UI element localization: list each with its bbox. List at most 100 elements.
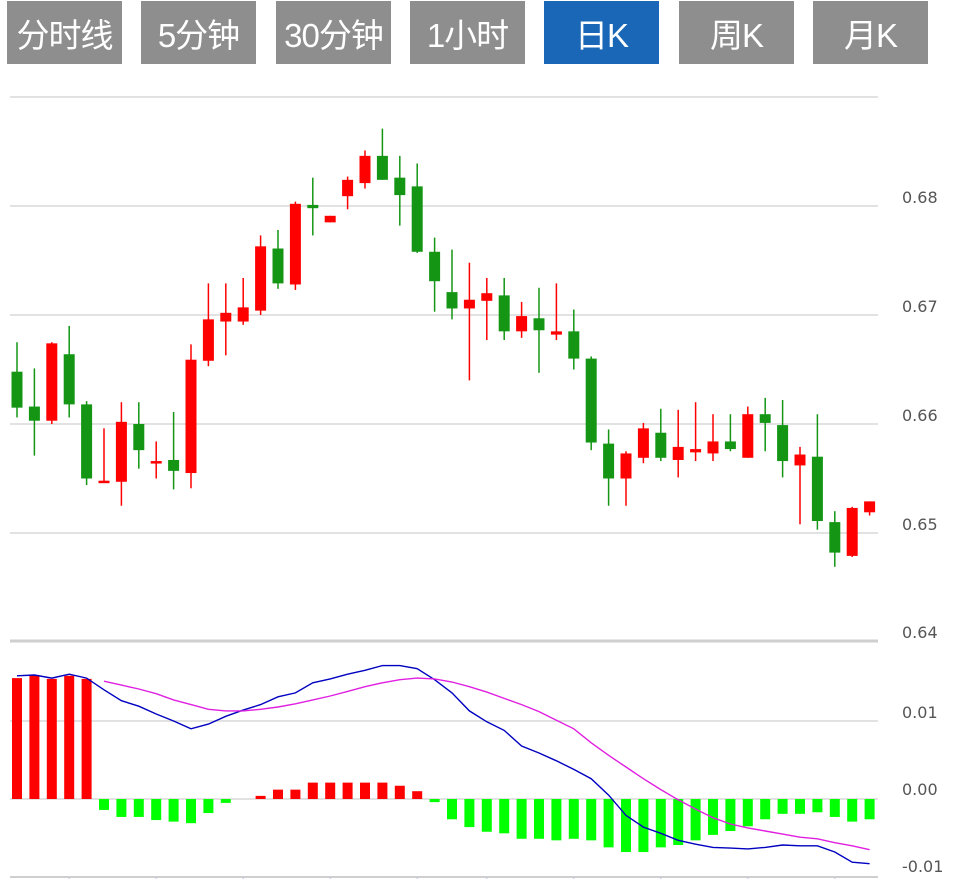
macd-bar xyxy=(481,799,492,832)
candle-body xyxy=(533,318,545,331)
macd-bar xyxy=(760,799,771,820)
macd-bar xyxy=(847,799,858,822)
y-tick-label: 0.68 xyxy=(902,188,938,207)
tab-30min[interactable]: 30分钟 xyxy=(276,1,391,64)
candle-body xyxy=(411,186,423,252)
candle-body xyxy=(759,414,771,423)
candle-body xyxy=(864,501,876,513)
candle-body xyxy=(516,316,528,332)
candle-body xyxy=(777,425,789,462)
candle-body xyxy=(28,406,40,421)
macd-bar xyxy=(99,799,109,810)
macd-bar xyxy=(255,795,266,799)
candle-body xyxy=(672,446,684,460)
candle-body xyxy=(324,215,336,223)
candle-body xyxy=(550,331,562,335)
macd-bar xyxy=(168,799,179,822)
macd-bar xyxy=(412,791,423,799)
macd-bar xyxy=(377,782,388,799)
candle-body xyxy=(568,331,580,359)
macd-panel xyxy=(12,664,875,865)
candle-body xyxy=(690,449,702,453)
tab-5min[interactable]: 5分钟 xyxy=(141,1,256,64)
y-axis-labels: 0.68 0.67 0.66 0.65 0.64 0.01 0.00 -0.01 xyxy=(902,188,943,876)
y-tick-label: 0.65 xyxy=(902,515,938,534)
candle-body xyxy=(185,359,197,474)
macd-bar xyxy=(290,789,301,799)
macd-bar xyxy=(447,799,457,820)
macd-bar xyxy=(394,785,405,799)
macd-bar xyxy=(603,799,614,848)
tab-weekly-k[interactable]: 周K xyxy=(679,1,794,64)
candle-body xyxy=(342,179,354,197)
tab-intraday[interactable]: 分时线 xyxy=(7,1,122,64)
candle-body xyxy=(11,371,23,408)
candle-body xyxy=(742,414,754,458)
macd-bar xyxy=(220,799,231,803)
macd-bar xyxy=(360,782,370,799)
candle-body xyxy=(603,443,615,479)
candle-body xyxy=(446,292,458,309)
period-tabs: 分时线 5分钟 30分钟 1小时 日K 周K 月K xyxy=(0,0,963,66)
macd-bar xyxy=(464,799,475,828)
grid xyxy=(10,96,878,879)
candle-body xyxy=(359,155,371,184)
macd-bar xyxy=(638,799,649,853)
candle-body xyxy=(237,307,249,322)
tab-1hour[interactable]: 1小时 xyxy=(410,1,525,64)
macd-bar xyxy=(12,678,22,799)
y-tick-label: 0.64 xyxy=(902,623,938,642)
macd-tick-label: 0.00 xyxy=(902,780,938,799)
macd-bar xyxy=(534,799,544,839)
candle-body xyxy=(394,177,406,196)
macd-bar xyxy=(673,799,684,846)
candle-body xyxy=(620,453,632,479)
macd-bar xyxy=(342,782,353,799)
candle-body xyxy=(255,246,267,311)
candle-body xyxy=(272,248,284,284)
candle-body xyxy=(724,441,736,450)
candle-body xyxy=(376,155,388,180)
macd-bar xyxy=(116,799,127,817)
macd-tick-label: -0.01 xyxy=(902,857,943,876)
candles xyxy=(11,128,876,567)
macd-tick-label: 0.01 xyxy=(902,703,938,722)
macd-bar xyxy=(203,799,214,814)
candle-body xyxy=(463,299,475,309)
candle-body xyxy=(498,295,510,332)
macd-bar xyxy=(551,799,562,841)
candle-body xyxy=(481,293,493,301)
macd-bar xyxy=(655,799,666,848)
macd-bar xyxy=(829,799,840,817)
macd-bar xyxy=(812,799,823,813)
candle-body xyxy=(794,454,806,466)
candle-body xyxy=(846,507,858,556)
candle-body xyxy=(707,441,719,454)
candle-body xyxy=(289,203,301,285)
candle-body xyxy=(307,204,319,209)
tab-daily-k[interactable]: 日K xyxy=(544,1,659,64)
macd-bar xyxy=(586,799,597,841)
y-tick-label: 0.66 xyxy=(902,406,938,425)
macd-bar xyxy=(29,674,40,799)
macd-bar xyxy=(742,799,753,827)
dea-line xyxy=(103,677,870,851)
macd-bar xyxy=(499,799,510,834)
candle-body xyxy=(429,251,441,282)
macd-bar xyxy=(864,799,875,820)
candle-body xyxy=(585,358,597,443)
candle-body xyxy=(98,480,110,484)
macd-bar xyxy=(621,799,631,853)
macd-bar xyxy=(516,799,527,839)
macd-bar xyxy=(81,678,92,799)
macd-bar xyxy=(777,799,788,814)
macd-bar xyxy=(795,799,805,814)
candle-body xyxy=(46,343,58,421)
tab-monthly-k[interactable]: 月K xyxy=(813,1,928,64)
macd-bar xyxy=(725,799,736,831)
candle-body xyxy=(202,319,214,361)
y-tick-label: 0.67 xyxy=(902,297,938,316)
macd-bar xyxy=(325,782,336,799)
candle-body xyxy=(811,456,823,522)
